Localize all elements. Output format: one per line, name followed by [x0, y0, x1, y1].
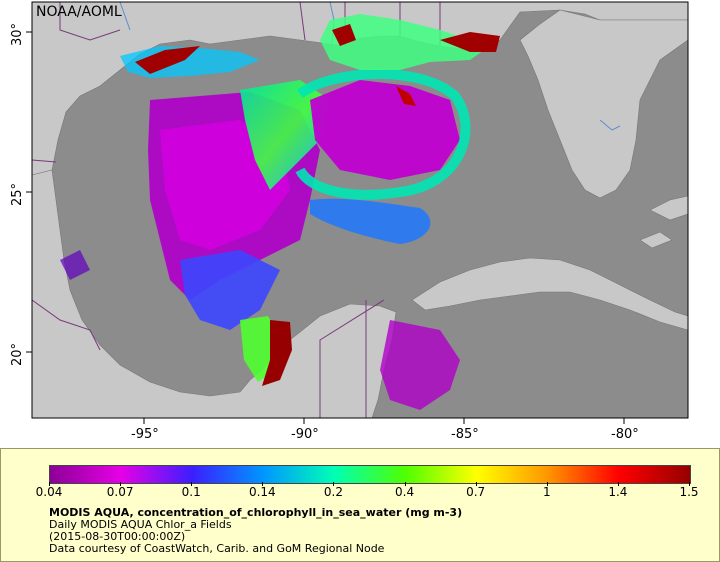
data-credit: Data courtesy of CoastWatch, Carib. and …	[49, 542, 385, 555]
land-cuba	[411, 257, 688, 331]
lat-label-20: 20°	[10, 342, 25, 366]
axis-ticks	[26, 31, 625, 424]
colorbar-tick-mark	[49, 482, 50, 486]
colorbar-tick-label: 0.07	[106, 485, 134, 499]
map-frame: NOAA/AOML -95° -90° -85° -80° 30° 25° 20…	[10, 1, 689, 442]
colorbar-tick-mark	[617, 482, 619, 486]
chlorophyll-layer	[60, 14, 500, 410]
dataset-name: Daily MODIS AQUA Chlor_a Fields	[49, 518, 232, 531]
colorbar-tick-mark	[120, 482, 122, 486]
colorbar-tick-mark	[546, 482, 548, 486]
lon-label-80: -80°	[611, 427, 639, 442]
colorbar-tick-label: 0.7	[466, 485, 486, 499]
colorbar-tick-label: 0.4	[395, 485, 415, 499]
colorbar-tick-mark	[333, 482, 335, 486]
time-stamp: (2015-08-30T00:00:00Z)	[49, 530, 186, 543]
lat-label-30: 30°	[10, 22, 25, 46]
colorbar	[49, 465, 691, 484]
colorbar-tick-label: 0.14	[248, 485, 276, 499]
noaa-watermark: NOAA/AOML	[36, 4, 122, 20]
colorbar-tick-mark	[191, 482, 193, 486]
colorbar-tick-label: 0.1	[181, 485, 201, 499]
variable-title: MODIS AQUA, concentration_of_chlorophyll…	[49, 506, 463, 519]
colorbar-tick-mark	[262, 482, 264, 486]
legend-text: MODIS AQUA, concentration_of_chlorophyll…	[49, 507, 462, 555]
lon-label-90: -90°	[291, 427, 319, 442]
legend-panel: 0.04 0.07 0.1 0.14 0.2 0.4 0.7 1 1.4 1.5 MODIS AQ…	[0, 448, 720, 562]
colorbar-tick-label: 1.4	[608, 485, 628, 499]
lon-label-95: -95°	[131, 427, 159, 442]
colorbar-tick-label: 0.2	[323, 485, 343, 499]
colorbar-tick-label: 0.04	[35, 485, 63, 499]
chlorophyll-map	[26, 1, 689, 424]
land-florida	[519, 9, 688, 199]
colorbar-tick-label: 1	[542, 485, 551, 499]
colorbar-tick-mark	[689, 482, 690, 486]
lat-label-25: 25°	[10, 182, 25, 206]
colorbar-tick-label: 1.5	[679, 485, 699, 499]
border-lines	[32, 2, 441, 418]
colorbar-tick-mark	[404, 482, 406, 486]
map-border	[31, 1, 689, 419]
colorbar-tick-mark	[475, 482, 477, 486]
lon-label-85: -85°	[451, 427, 479, 442]
